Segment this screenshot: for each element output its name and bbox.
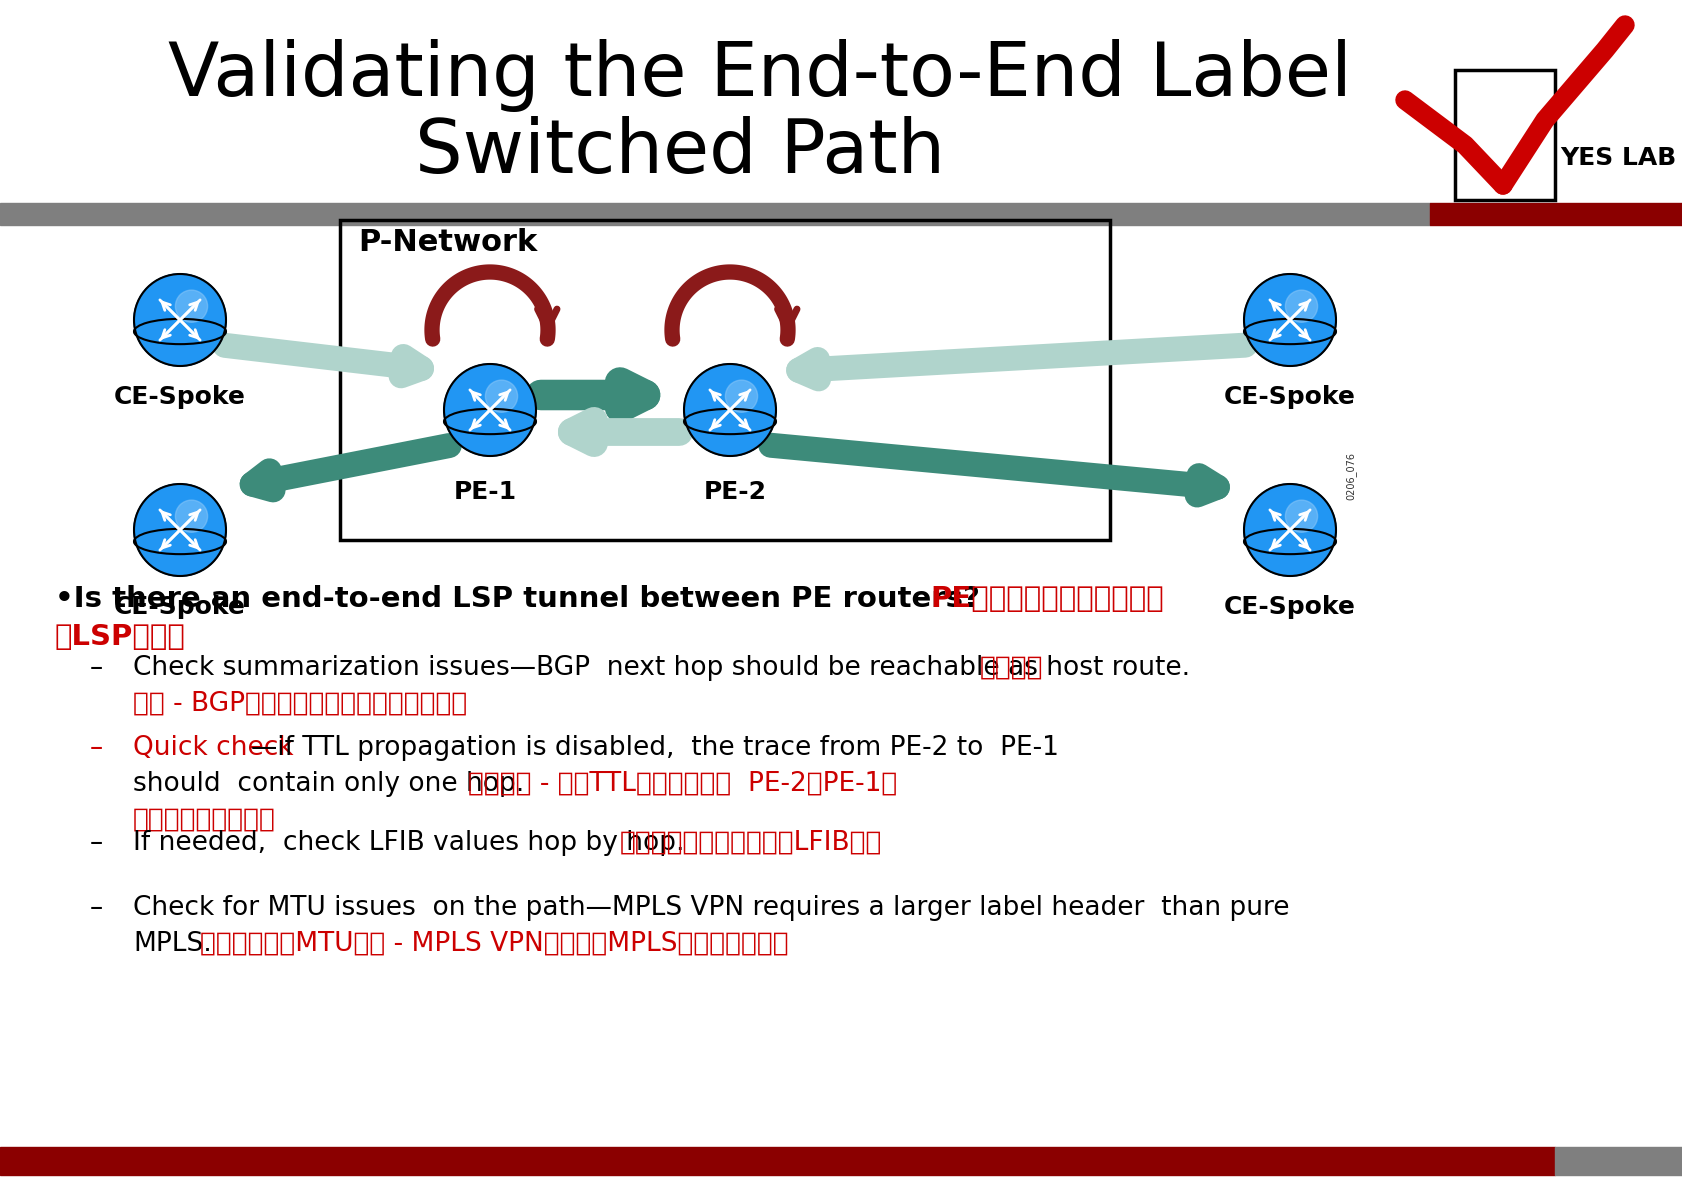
Circle shape [463, 382, 518, 438]
Text: If needed,  check LFIB values hop by hop.: If needed, check LFIB values hop by hop. [133, 829, 685, 856]
Text: 检查路径上的MTU问题 - MPLS VPN需要比纯MPLS更大的标签头。: 检查路径上的MTU问题 - MPLS VPN需要比纯MPLS更大的标签头。 [200, 931, 789, 957]
Text: –: – [89, 735, 103, 760]
Bar [1430, 203, 1682, 225]
Text: PE路由器之间是否有端到端: PE路由器之间是否有端到端 [930, 585, 1162, 613]
Bar [340, 220, 1110, 540]
Ellipse shape [444, 409, 535, 434]
Text: Quick check: Quick check [133, 735, 293, 760]
Bar [0, 203, 1430, 225]
Text: 0206_076: 0206_076 [1344, 452, 1356, 500]
Text: 跟踪只能包含一跳。: 跟踪只能包含一跳。 [133, 807, 276, 833]
Ellipse shape [683, 409, 775, 434]
Ellipse shape [1243, 528, 1336, 555]
Ellipse shape [135, 528, 225, 555]
Circle shape [175, 290, 207, 322]
Circle shape [141, 281, 219, 359]
Text: PE-1: PE-1 [452, 480, 516, 505]
Text: YES LAB: YES LAB [1559, 146, 1675, 170]
Circle shape [175, 500, 207, 532]
Circle shape [1262, 502, 1317, 558]
Circle shape [683, 364, 775, 456]
Circle shape [683, 364, 775, 456]
Circle shape [1243, 274, 1336, 367]
Circle shape [701, 382, 757, 438]
Text: PE-2: PE-2 [703, 480, 765, 505]
Circle shape [484, 380, 518, 412]
Ellipse shape [1243, 319, 1336, 344]
Bar [1554, 1147, 1682, 1175]
Circle shape [725, 380, 757, 412]
Text: Validating the End-to-End Label: Validating the End-to-End Label [168, 38, 1351, 112]
Text: should  contain only one hop.: should contain only one hop. [133, 771, 523, 797]
Text: 的LSP隙道？: 的LSP隙道？ [56, 624, 185, 651]
Text: –: – [89, 829, 103, 856]
Text: 检查汇总: 检查汇总 [979, 654, 1043, 681]
Text: 快速检查 - 如果TTL传播被禁用，  PE-2到PE-1的: 快速检查 - 如果TTL传播被禁用， PE-2到PE-1的 [468, 771, 897, 797]
Text: CE-Spoke: CE-Spoke [1223, 595, 1356, 619]
Circle shape [1243, 274, 1336, 367]
Circle shape [1285, 290, 1317, 322]
Circle shape [451, 371, 528, 449]
Text: 如果需要，可以逐跳检查LFIB値。: 如果需要，可以逐跳检查LFIB値。 [619, 829, 881, 856]
Text: 问题 - BGP下一跳应该作为主机路由可达。: 问题 - BGP下一跳应该作为主机路由可达。 [133, 691, 468, 718]
Text: Switched Path: Switched Path [415, 115, 945, 188]
Ellipse shape [135, 319, 225, 344]
Bar [1455, 70, 1554, 200]
Circle shape [1285, 500, 1317, 532]
Text: –: – [89, 895, 103, 921]
Circle shape [135, 274, 225, 367]
Text: •Is there an end-to-end LSP tunnel between PE routers?: •Is there an end-to-end LSP tunnel betwe… [56, 585, 989, 613]
Text: CE-Spoke: CE-Spoke [114, 386, 246, 409]
Text: Check summarization issues—BGP  next hop should be reachable as host route.: Check summarization issues—BGP next hop … [133, 654, 1189, 681]
Circle shape [135, 274, 225, 367]
Bar [0, 1147, 1554, 1175]
Circle shape [691, 371, 769, 449]
Circle shape [153, 502, 207, 558]
Circle shape [141, 491, 219, 569]
Circle shape [135, 484, 225, 576]
Text: –: – [89, 654, 103, 681]
Circle shape [135, 484, 225, 576]
Text: MPLS.: MPLS. [133, 931, 212, 957]
Text: P-Network: P-Network [358, 228, 537, 257]
Text: CE-Spoke: CE-Spoke [1223, 386, 1356, 409]
Text: —if TTL propagation is disabled,  the trace from PE-2 to  PE-1: —if TTL propagation is disabled, the tra… [251, 735, 1058, 760]
Circle shape [1243, 484, 1336, 576]
Circle shape [1250, 491, 1329, 569]
Circle shape [1243, 484, 1336, 576]
Text: CE-Spoke: CE-Spoke [114, 595, 246, 619]
Circle shape [444, 364, 535, 456]
Circle shape [153, 293, 207, 347]
Circle shape [1262, 293, 1317, 347]
Circle shape [1250, 281, 1329, 359]
Circle shape [444, 364, 535, 456]
Text: Check for MTU issues  on the path—MPLS VPN requires a larger label header  than : Check for MTU issues on the path—MPLS VP… [133, 895, 1288, 921]
